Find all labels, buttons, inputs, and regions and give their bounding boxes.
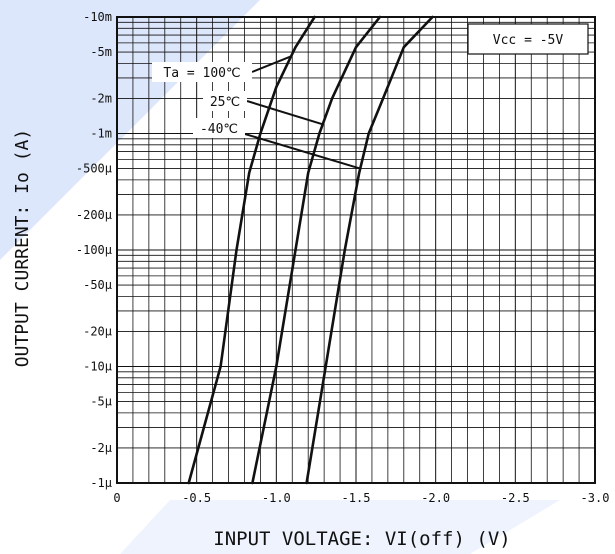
series-line-0 [187,15,316,485]
legend-box: Vcc = -5V [467,23,589,55]
x-tick-label: -2.0 [421,491,450,505]
leader-line-2 [244,133,361,170]
y-tick-label: -20μ [83,324,112,338]
x-tick-label: -2.5 [501,491,530,505]
x-tick-label: 0 [113,491,120,505]
series-annotations: Ta = 100℃ 25℃ -40℃ [152,62,252,138]
annotation-label-2: -40℃ [200,122,238,137]
legend-box-frame [467,23,589,55]
x-tick-label: -0.5 [182,491,211,505]
series-line-1 [251,15,382,485]
y-tick-label: -200μ [76,208,112,222]
annotation-label-0: Ta = 100℃ [163,66,240,81]
y-axis-label: OUTPUT CURRENT: Io (A) [12,129,33,367]
annotation-bg-1 [203,91,247,111]
y-tick-label: -2m [90,91,112,105]
y-tick-label: -50μ [83,278,112,292]
annotation-bg-0 [152,62,252,82]
leader-line-0 [251,55,292,73]
y-tick-label: -1m [90,127,112,141]
legend-box-text: Vcc = -5V [493,33,564,48]
y-tick-label: -1μ [90,476,112,490]
y-tick-label: -100μ [76,243,112,257]
grid [117,17,595,483]
x-tick-label: -1.5 [342,491,371,505]
leader-line-1 [246,100,324,126]
y-tick-label: -5m [90,45,112,59]
series-line-2 [305,15,434,485]
plot-frame [116,16,596,484]
leader-lines [244,55,361,170]
y-tick-labels: -10m -5m -2m -1m -500μ -200μ -100μ -50μ -20μ -10μ… [76,10,112,490]
series-lines [187,15,434,485]
annotation-label-1: 25℃ [210,95,240,110]
y-tick-label: -10μ [83,360,112,374]
annotation-bg-2 [193,118,245,138]
y-tick-label: -2μ [90,441,112,455]
y-tick-label: -5μ [90,395,112,409]
plot-border [116,16,596,484]
x-axis-label: INPUT VOLTAGE: VI(off) (V) [213,528,510,550]
x-tick-label: -1.0 [262,491,291,505]
x-tick-label: -3.0 [581,491,610,505]
y-tick-label: -10m [83,10,112,24]
y-tick-label: -500μ [76,162,112,176]
x-tick-labels: 0 -0.5 -1.0 -1.5 -2.0 -2.5 -3.0 [113,491,609,505]
